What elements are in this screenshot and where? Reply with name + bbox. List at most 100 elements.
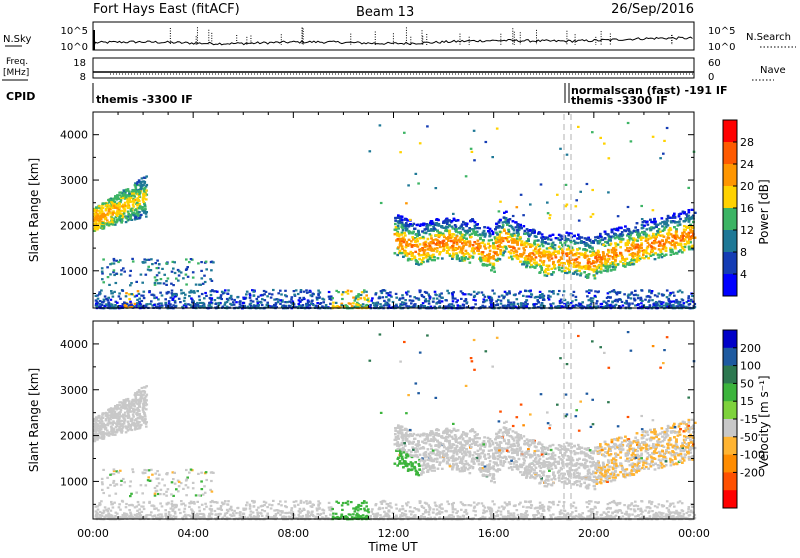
power-cell (247, 306, 250, 308)
power-cell (557, 293, 560, 295)
power-cell (111, 218, 114, 220)
power-cell (465, 299, 468, 301)
power-cell (124, 304, 127, 306)
power-cell (113, 205, 116, 207)
power-cell (382, 289, 385, 291)
power-cell (104, 295, 107, 297)
power-cell (140, 274, 143, 276)
power-cell (184, 303, 187, 305)
power-cell (137, 305, 140, 307)
power-cell (651, 299, 654, 301)
power-cell (150, 294, 153, 296)
power-cell (101, 267, 104, 269)
power-cell (204, 292, 207, 294)
power-cell (563, 290, 566, 292)
power-cell (474, 303, 477, 305)
power-cell (470, 294, 473, 296)
power-cell (360, 294, 363, 296)
power-cell (383, 305, 386, 307)
power-cell (651, 290, 654, 292)
freq-strip: Freq. [MHz] 18 8 60 0 Nave (2, 57, 786, 83)
power-cell (203, 275, 206, 277)
power-cell (606, 297, 609, 299)
power-cell (135, 281, 138, 283)
power-cell (288, 305, 291, 307)
power-cell (576, 273, 579, 275)
power-cell (394, 252, 397, 254)
power-cell (588, 289, 591, 291)
power-cell (295, 289, 298, 291)
power-cell (140, 187, 143, 189)
power-cell (196, 290, 199, 292)
power-cell (658, 293, 661, 295)
power-cell (115, 196, 118, 198)
power-cell (114, 304, 117, 306)
power-cell (165, 280, 168, 282)
power-cell (211, 297, 214, 299)
power-cell (266, 295, 269, 297)
power-cell (286, 301, 289, 303)
nave-tick-bottom: 0 (708, 72, 714, 83)
power-cell (132, 214, 135, 216)
power-cell (344, 304, 347, 306)
power-cell (558, 290, 561, 292)
power-cell (100, 215, 103, 217)
power-cell (133, 196, 136, 198)
power-cell (261, 298, 264, 300)
power-cell (452, 227, 455, 229)
power-cell (201, 293, 204, 295)
power-cell (430, 237, 433, 239)
power-cell (316, 298, 319, 300)
power-cell (687, 297, 690, 299)
power-cell (402, 256, 405, 258)
power-cell (175, 278, 178, 280)
power-cell (548, 290, 551, 292)
power-cell (226, 301, 229, 303)
power-cell (123, 301, 126, 303)
power-cell (467, 293, 470, 295)
power-cell (108, 210, 111, 212)
power-cell (101, 203, 104, 205)
power-cell (121, 205, 124, 207)
power-cell (366, 299, 369, 301)
power-cell (661, 294, 664, 296)
power-cell (169, 303, 172, 305)
power-cell (573, 291, 576, 293)
power-cell (679, 304, 682, 306)
power-cell (406, 241, 409, 243)
power-cell (558, 305, 561, 307)
power-cell (134, 184, 137, 186)
power-cell (127, 211, 130, 213)
power-cell (405, 292, 408, 294)
power-cell (256, 298, 259, 300)
power-cell (559, 302, 562, 304)
power-cell (136, 204, 139, 206)
nsky-line (93, 37, 693, 48)
power-cell (539, 291, 542, 293)
power-cell (138, 190, 141, 192)
power-cell (424, 300, 427, 302)
power-cell (575, 299, 578, 301)
power-cell (540, 269, 543, 271)
power-cell (451, 293, 454, 295)
power-cell (102, 281, 105, 283)
power-cell (165, 262, 168, 264)
power-cell (101, 222, 104, 224)
freq-label-2: [MHz] (3, 68, 29, 78)
power-cell (640, 244, 643, 246)
power-cell (284, 290, 287, 292)
power-cell (99, 212, 102, 214)
power-cell (452, 298, 455, 300)
power-cell (112, 212, 115, 214)
power-cell (459, 260, 462, 262)
power-cell (109, 208, 112, 210)
power-cell (193, 292, 196, 294)
power-cell (648, 291, 651, 293)
power-cell (257, 304, 260, 306)
power-cell (594, 295, 597, 297)
power-cell (489, 245, 492, 247)
power-cell (558, 269, 561, 271)
power-cell (454, 298, 457, 300)
power-cell (522, 295, 525, 297)
